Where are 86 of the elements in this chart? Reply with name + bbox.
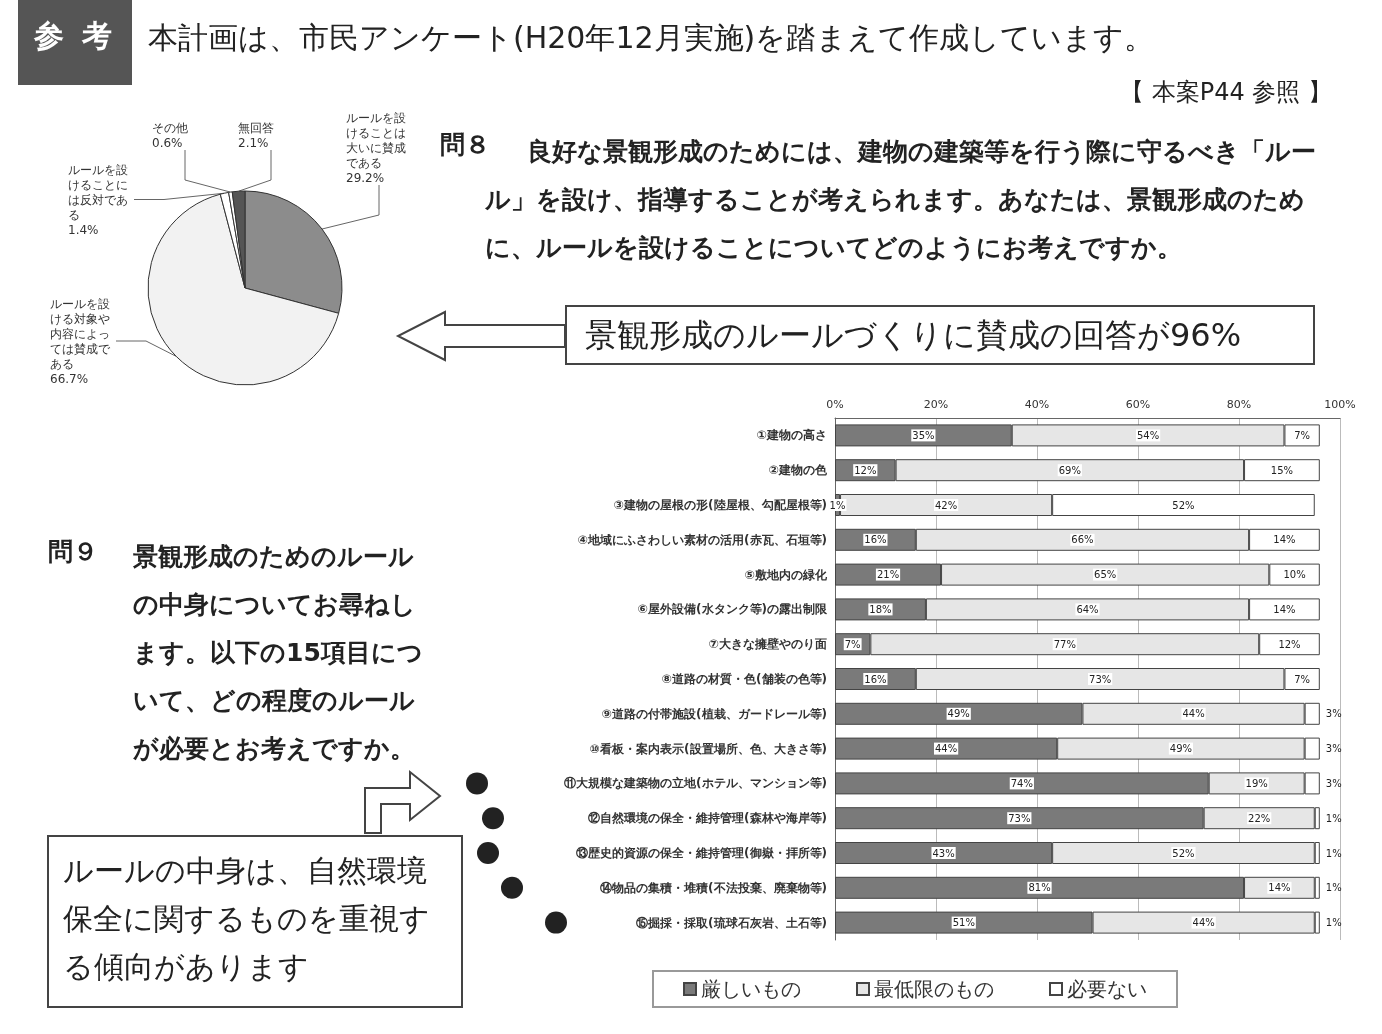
y-tick-label: ⑧道路の材質・色(舗装の色等)	[661, 672, 827, 686]
text: 本計画は、市民アンケート(H20年12月実施)を踏まえて作成しています。	[148, 19, 1155, 57]
data-label: 1%	[829, 499, 846, 511]
y-tick-label: ③建物の屋根の形(陸屋根、勾配屋根等)	[613, 498, 827, 512]
x-tick-label: 40%	[1024, 398, 1050, 411]
data-label: 16%	[864, 673, 887, 685]
text: ルールの中身は、自然環境保全に関するものを重視する傾向があります	[47, 835, 463, 1008]
data-label: 16%	[864, 534, 887, 546]
data-label: 1%	[1325, 847, 1342, 859]
text: 参 考	[18, 0, 132, 85]
y-tick-label: ①建物の高さ	[756, 428, 827, 443]
slice-label: ルールを設ける対象や内容によっては賛成である	[50, 296, 111, 371]
data-label: 51%	[952, 917, 975, 929]
data-label: 1.4%	[68, 222, 99, 237]
data-label: 65%	[1094, 569, 1117, 581]
data-label: 81%	[1028, 882, 1051, 894]
data-label: 22%	[1248, 812, 1271, 824]
legend-label: 必要ない	[1067, 977, 1147, 1001]
data-label: 12%	[854, 464, 877, 476]
slice-label: ルールを設けることは大いに賛成である	[346, 110, 406, 170]
y-tick-label: ⑤敷地内の緑化	[744, 567, 828, 582]
data-label: 43%	[932, 847, 955, 859]
x-tick-label: 80%	[1226, 398, 1252, 411]
text: 景観形成のルールづくりに賛成の回答が96%	[565, 305, 1315, 365]
y-tick-label: ⑪大規模な建築物の立地(ホテル、マンション等)	[564, 776, 827, 791]
data-label: 1%	[1325, 882, 1342, 894]
data-label: 66%	[1071, 534, 1094, 546]
data-label: 52%	[1172, 847, 1195, 859]
data-label: 1%	[1325, 812, 1342, 824]
x-tick-label: 20%	[923, 398, 949, 411]
data-label: 44%	[934, 743, 958, 755]
data-label: 3%	[1325, 777, 1342, 789]
y-tick-label: ⑦大きな擁壁やのり面	[708, 637, 827, 652]
data-label: 10%	[1283, 569, 1306, 581]
legend-label: 厳しいもの	[701, 977, 801, 1001]
data-label: 54%	[1136, 429, 1160, 441]
data-label: 0.6%	[152, 135, 183, 150]
data-label: 49%	[947, 708, 970, 720]
slice-label: その他	[152, 120, 188, 135]
data-label: 66.7%	[50, 371, 89, 386]
legend-label: 最低限のもの	[874, 977, 994, 1001]
data-label: 18%	[869, 603, 892, 615]
data-label: 29.2%	[346, 170, 385, 185]
text: 【 本案P44 参照 】	[1120, 77, 1332, 108]
y-tick-label: ⑩看板・案内表示(設置場所、色、大きさ等)	[589, 741, 827, 756]
data-label: 21%	[876, 569, 900, 581]
data-label: 19%	[1245, 777, 1268, 789]
data-label: 3%	[1325, 708, 1342, 720]
data-label: 14%	[1273, 603, 1296, 615]
data-label: 73%	[1089, 673, 1112, 685]
y-tick-label: ⑮掘採・採取(琉球石灰岩、土石等)	[636, 915, 827, 930]
data-label: 2.1%	[238, 135, 269, 150]
y-tick-label: ⑫自然環境の保全・維持管理(森林や海岸等)	[588, 811, 827, 826]
y-tick-label: ⑨道路の付帯施設(植栽、ガードレール等)	[601, 706, 827, 721]
data-label: 77%	[1053, 638, 1076, 650]
data-label: 1%	[1325, 917, 1342, 929]
x-tick-label: 60%	[1125, 398, 1151, 411]
data-label: 74%	[1010, 777, 1033, 789]
data-label: 49%	[1169, 743, 1193, 755]
y-tick-label: ⑬歴史的資源の保全・維持管理(御嶽・拝所等)	[576, 846, 827, 860]
data-label: 73%	[1008, 812, 1031, 824]
data-label: 64%	[1076, 603, 1099, 615]
data-label: 14%	[1273, 534, 1296, 546]
slice-label: 無回答	[238, 120, 274, 135]
slice-label: ルールを設けることには反対である	[68, 162, 128, 222]
data-label: 69%	[1058, 464, 1081, 476]
y-tick-label: ⑭物品の集積・堆積(不法投棄、廃棄物等)	[600, 880, 827, 895]
data-label: 44%	[1182, 708, 1205, 720]
data-label: 7%	[844, 638, 861, 650]
data-label: 35%	[912, 429, 935, 441]
y-tick-label: ⑥屋外設備(水タンク等)の露出制限	[637, 602, 828, 617]
data-label: 42%	[934, 499, 958, 511]
data-label: 44%	[1192, 917, 1215, 929]
text: 景観形成のためのルールの中身についてお尋ねします。以下の15項目について、どの程度のルールが必要とお考えですか。	[133, 541, 424, 765]
data-label: 52%	[1172, 499, 1195, 511]
data-label: 14%	[1268, 882, 1291, 894]
data-label: 12%	[1278, 638, 1301, 650]
y-tick-label: ②建物の色	[768, 463, 828, 478]
data-label: 15%	[1270, 464, 1294, 476]
x-tick-label: 0%	[826, 398, 844, 411]
y-tick-label: ④地域にふさわしい素材の活用(赤瓦、石垣等)	[577, 532, 827, 547]
x-tick-label: 100%	[1324, 398, 1356, 411]
data-label: 3%	[1325, 743, 1342, 755]
data-label: 7%	[1294, 673, 1311, 685]
text: 問９	[48, 536, 98, 568]
data-label: 7%	[1294, 429, 1311, 441]
